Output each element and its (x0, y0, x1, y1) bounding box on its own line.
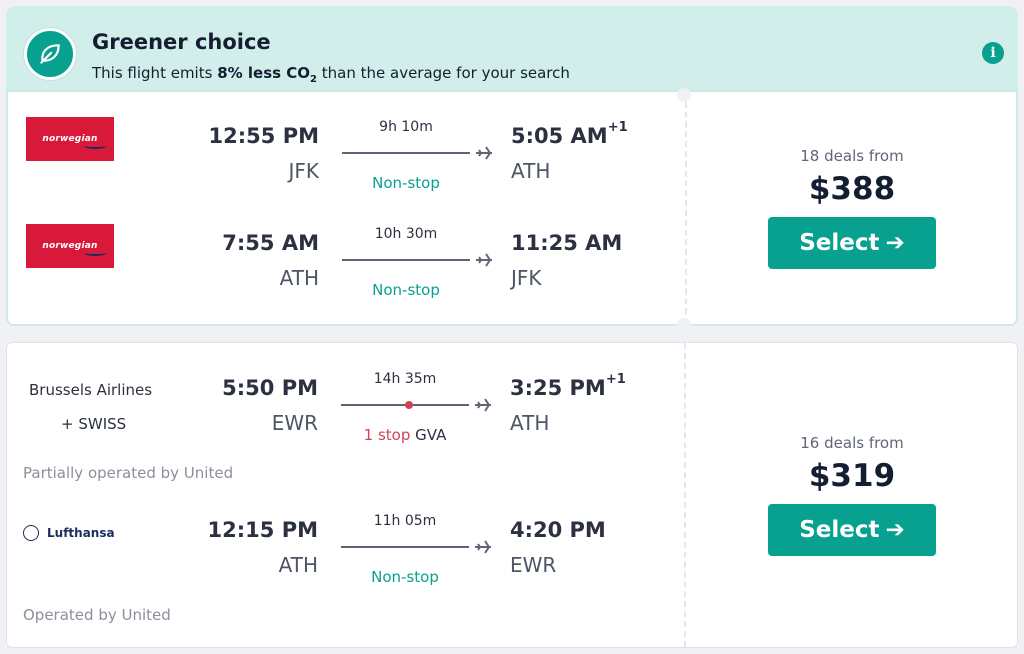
result-card[interactable]: norwegian 12:55 PM JFK 9h 10m 5:05 AM+1 … (6, 90, 1018, 326)
info-icon[interactable]: i (982, 42, 1004, 64)
lufthansa-logo: Lufthansa (23, 525, 115, 541)
leaf-icon (24, 28, 76, 80)
flight-line (342, 259, 470, 261)
deals-count: 16 deals from (800, 434, 904, 452)
flight-line (341, 546, 469, 548)
flight-duration: 9h 10m (379, 119, 433, 135)
arrival-time: 5:05 AM+1 (511, 120, 628, 148)
flight-duration: 11h 05m (373, 513, 437, 529)
stops-label: Non-stop (371, 568, 439, 586)
departure-time: 5:50 PM (222, 376, 318, 400)
arrival-time: 11:25 AM (511, 231, 623, 255)
greener-choice-banner: Greener choice This flight emits 8% less… (6, 6, 1018, 96)
banner-title: Greener choice (92, 30, 271, 54)
arrival-time: 3:25 PM+1 (510, 372, 626, 400)
departure-airport: JFK (288, 159, 319, 183)
departure-airport: EWR (271, 411, 318, 435)
arrival-airport: ATH (511, 159, 551, 183)
flight-duration: 10h 30m (374, 226, 438, 242)
plane-icon (475, 540, 491, 554)
select-button[interactable]: Select ➔ (768, 217, 936, 269)
stop-dot (405, 401, 413, 409)
arrival-airport: JFK (511, 266, 542, 290)
flight-leg: norwegian 7:55 AM ATH 10h 30m 11:25 AM J… (8, 199, 685, 299)
plane-icon (476, 253, 492, 267)
departure-airport: ATH (278, 553, 318, 577)
price: $388 (808, 171, 896, 207)
stops-label: 1 stop GVA (363, 426, 447, 444)
departure-airport: ATH (279, 266, 319, 290)
price-panel: 16 deals from $319 Select ➔ (687, 343, 1017, 647)
result-card[interactable]: Brussels Airlines + SWISS 5:50 PM EWR 14… (6, 342, 1018, 648)
card-divider (685, 92, 687, 324)
arrow-right-icon: ➔ (885, 230, 905, 256)
departure-time: 7:55 AM (222, 231, 319, 255)
flight-leg: Brussels Airlines + SWISS 5:50 PM EWR 14… (7, 343, 684, 444)
departure-time: 12:55 PM (208, 124, 319, 148)
banner-text: This flight emits 8% less CO2 than the a… (92, 64, 570, 85)
arrival-airport: EWR (510, 553, 557, 577)
select-button[interactable]: Select ➔ (768, 504, 936, 556)
airline-partner: + SWISS (61, 415, 127, 433)
arrival-airport: ATH (510, 411, 550, 435)
norwegian-logo: norwegian (26, 224, 114, 268)
deals-count: 18 deals from (800, 147, 904, 165)
arrow-right-icon: ➔ (885, 517, 905, 543)
operated-by-label: Partially operated by United (23, 464, 234, 482)
norwegian-logo: norwegian (26, 117, 114, 161)
price: $319 (808, 458, 896, 494)
departure-time: 12:15 PM (207, 518, 318, 542)
flight-duration: 14h 35m (373, 371, 437, 387)
flight-leg: norwegian 12:55 PM JFK 9h 10m 5:05 AM+1 … (8, 92, 685, 192)
stops-label: Non-stop (372, 174, 440, 192)
stops-label: Non-stop (372, 281, 440, 299)
card-notch (677, 88, 691, 102)
operated-by-label: Operated by United (23, 606, 171, 624)
plane-icon (475, 398, 491, 412)
flight-line (342, 152, 470, 154)
airline-name: Brussels Airlines (29, 381, 153, 399)
price-panel: 18 deals from $388 Select ➔ (688, 92, 1016, 324)
card-divider (684, 343, 686, 647)
flight-leg: 12:15 PM ATH 11h 05m 4:20 PM EWR Non-sto… (7, 485, 684, 586)
card-notch (677, 318, 691, 332)
plane-icon (476, 146, 492, 160)
crane-icon (23, 525, 39, 541)
arrival-time: 4:20 PM (510, 518, 606, 542)
